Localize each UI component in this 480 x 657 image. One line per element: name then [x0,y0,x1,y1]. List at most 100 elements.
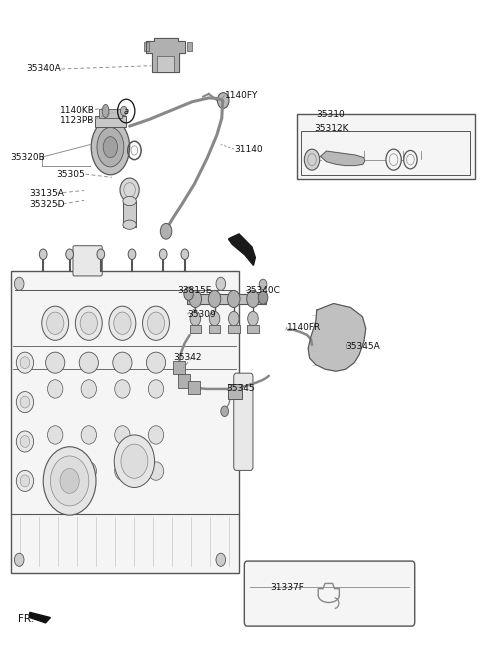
Text: 35345A: 35345A [346,342,380,351]
Polygon shape [321,151,365,166]
Text: 35310: 35310 [316,110,345,120]
Ellipse shape [79,352,98,373]
Ellipse shape [20,396,30,408]
Text: 35312K: 35312K [314,124,349,133]
Ellipse shape [248,311,258,326]
Bar [297,114,475,179]
Text: 33815E: 33815E [178,286,212,295]
Ellipse shape [48,380,63,398]
Ellipse shape [221,406,228,417]
Ellipse shape [16,431,34,452]
Ellipse shape [115,380,130,398]
Ellipse shape [14,277,24,290]
Text: 1140FY: 1140FY [225,91,258,100]
Ellipse shape [115,426,130,444]
Bar [209,325,220,333]
Ellipse shape [190,311,201,326]
Ellipse shape [42,306,69,340]
Ellipse shape [123,220,136,229]
Bar [99,109,122,118]
Bar [144,42,149,51]
Ellipse shape [148,462,164,480]
Ellipse shape [159,249,167,260]
Text: 35340C: 35340C [246,286,281,295]
Ellipse shape [115,462,130,480]
Text: 1123PB: 1123PB [60,116,95,125]
Ellipse shape [97,249,105,260]
Ellipse shape [304,149,320,170]
Ellipse shape [209,311,220,326]
Bar [157,56,174,72]
Bar [187,42,192,51]
Ellipse shape [228,290,240,307]
Ellipse shape [103,137,118,158]
Bar [228,384,242,399]
Bar [190,325,201,333]
Polygon shape [308,304,366,371]
Text: 35305: 35305 [57,170,85,179]
Ellipse shape [143,306,169,340]
Bar [228,325,240,333]
Bar [95,116,126,127]
Text: 35309: 35309 [187,309,216,319]
Ellipse shape [16,352,34,373]
Ellipse shape [16,392,34,413]
Ellipse shape [20,357,30,369]
Ellipse shape [16,470,34,491]
Ellipse shape [148,426,164,444]
Text: 1140KB: 1140KB [60,106,95,115]
Ellipse shape [80,312,97,334]
Ellipse shape [181,249,189,260]
Ellipse shape [113,352,132,373]
Ellipse shape [128,249,136,260]
FancyBboxPatch shape [11,271,239,573]
Ellipse shape [258,291,268,304]
Ellipse shape [81,426,96,444]
Ellipse shape [121,444,148,478]
Ellipse shape [114,435,155,487]
Text: 35345: 35345 [227,384,255,394]
Ellipse shape [228,311,239,326]
Text: 1140FR: 1140FR [287,323,321,332]
Ellipse shape [39,249,47,260]
Ellipse shape [217,93,229,108]
Text: 35342: 35342 [174,353,202,362]
Ellipse shape [216,553,226,566]
Ellipse shape [81,462,96,480]
Ellipse shape [160,223,172,239]
Bar [247,325,259,333]
Ellipse shape [216,277,226,290]
Ellipse shape [146,352,166,373]
Ellipse shape [189,290,202,307]
Bar [301,131,470,175]
Ellipse shape [120,178,139,202]
Ellipse shape [91,120,130,175]
Bar [123,201,136,227]
FancyBboxPatch shape [244,561,415,626]
Ellipse shape [259,279,267,290]
Ellipse shape [20,436,30,447]
Bar [187,294,266,304]
Ellipse shape [114,312,131,334]
Polygon shape [228,234,255,265]
Text: 35325D: 35325D [30,200,65,210]
Text: 31337F: 31337F [270,583,304,592]
Ellipse shape [66,249,73,260]
Ellipse shape [148,380,164,398]
Ellipse shape [81,380,96,398]
Text: FR.: FR. [18,614,34,624]
Ellipse shape [184,287,193,300]
FancyBboxPatch shape [234,373,253,470]
Ellipse shape [48,462,63,480]
Polygon shape [30,612,50,623]
Ellipse shape [102,104,109,118]
Bar [173,361,185,374]
Ellipse shape [43,447,96,515]
Ellipse shape [46,352,65,373]
Ellipse shape [247,290,259,307]
Ellipse shape [50,456,89,506]
Ellipse shape [14,553,24,566]
Ellipse shape [147,312,165,334]
Bar [178,374,190,388]
Ellipse shape [75,306,102,340]
